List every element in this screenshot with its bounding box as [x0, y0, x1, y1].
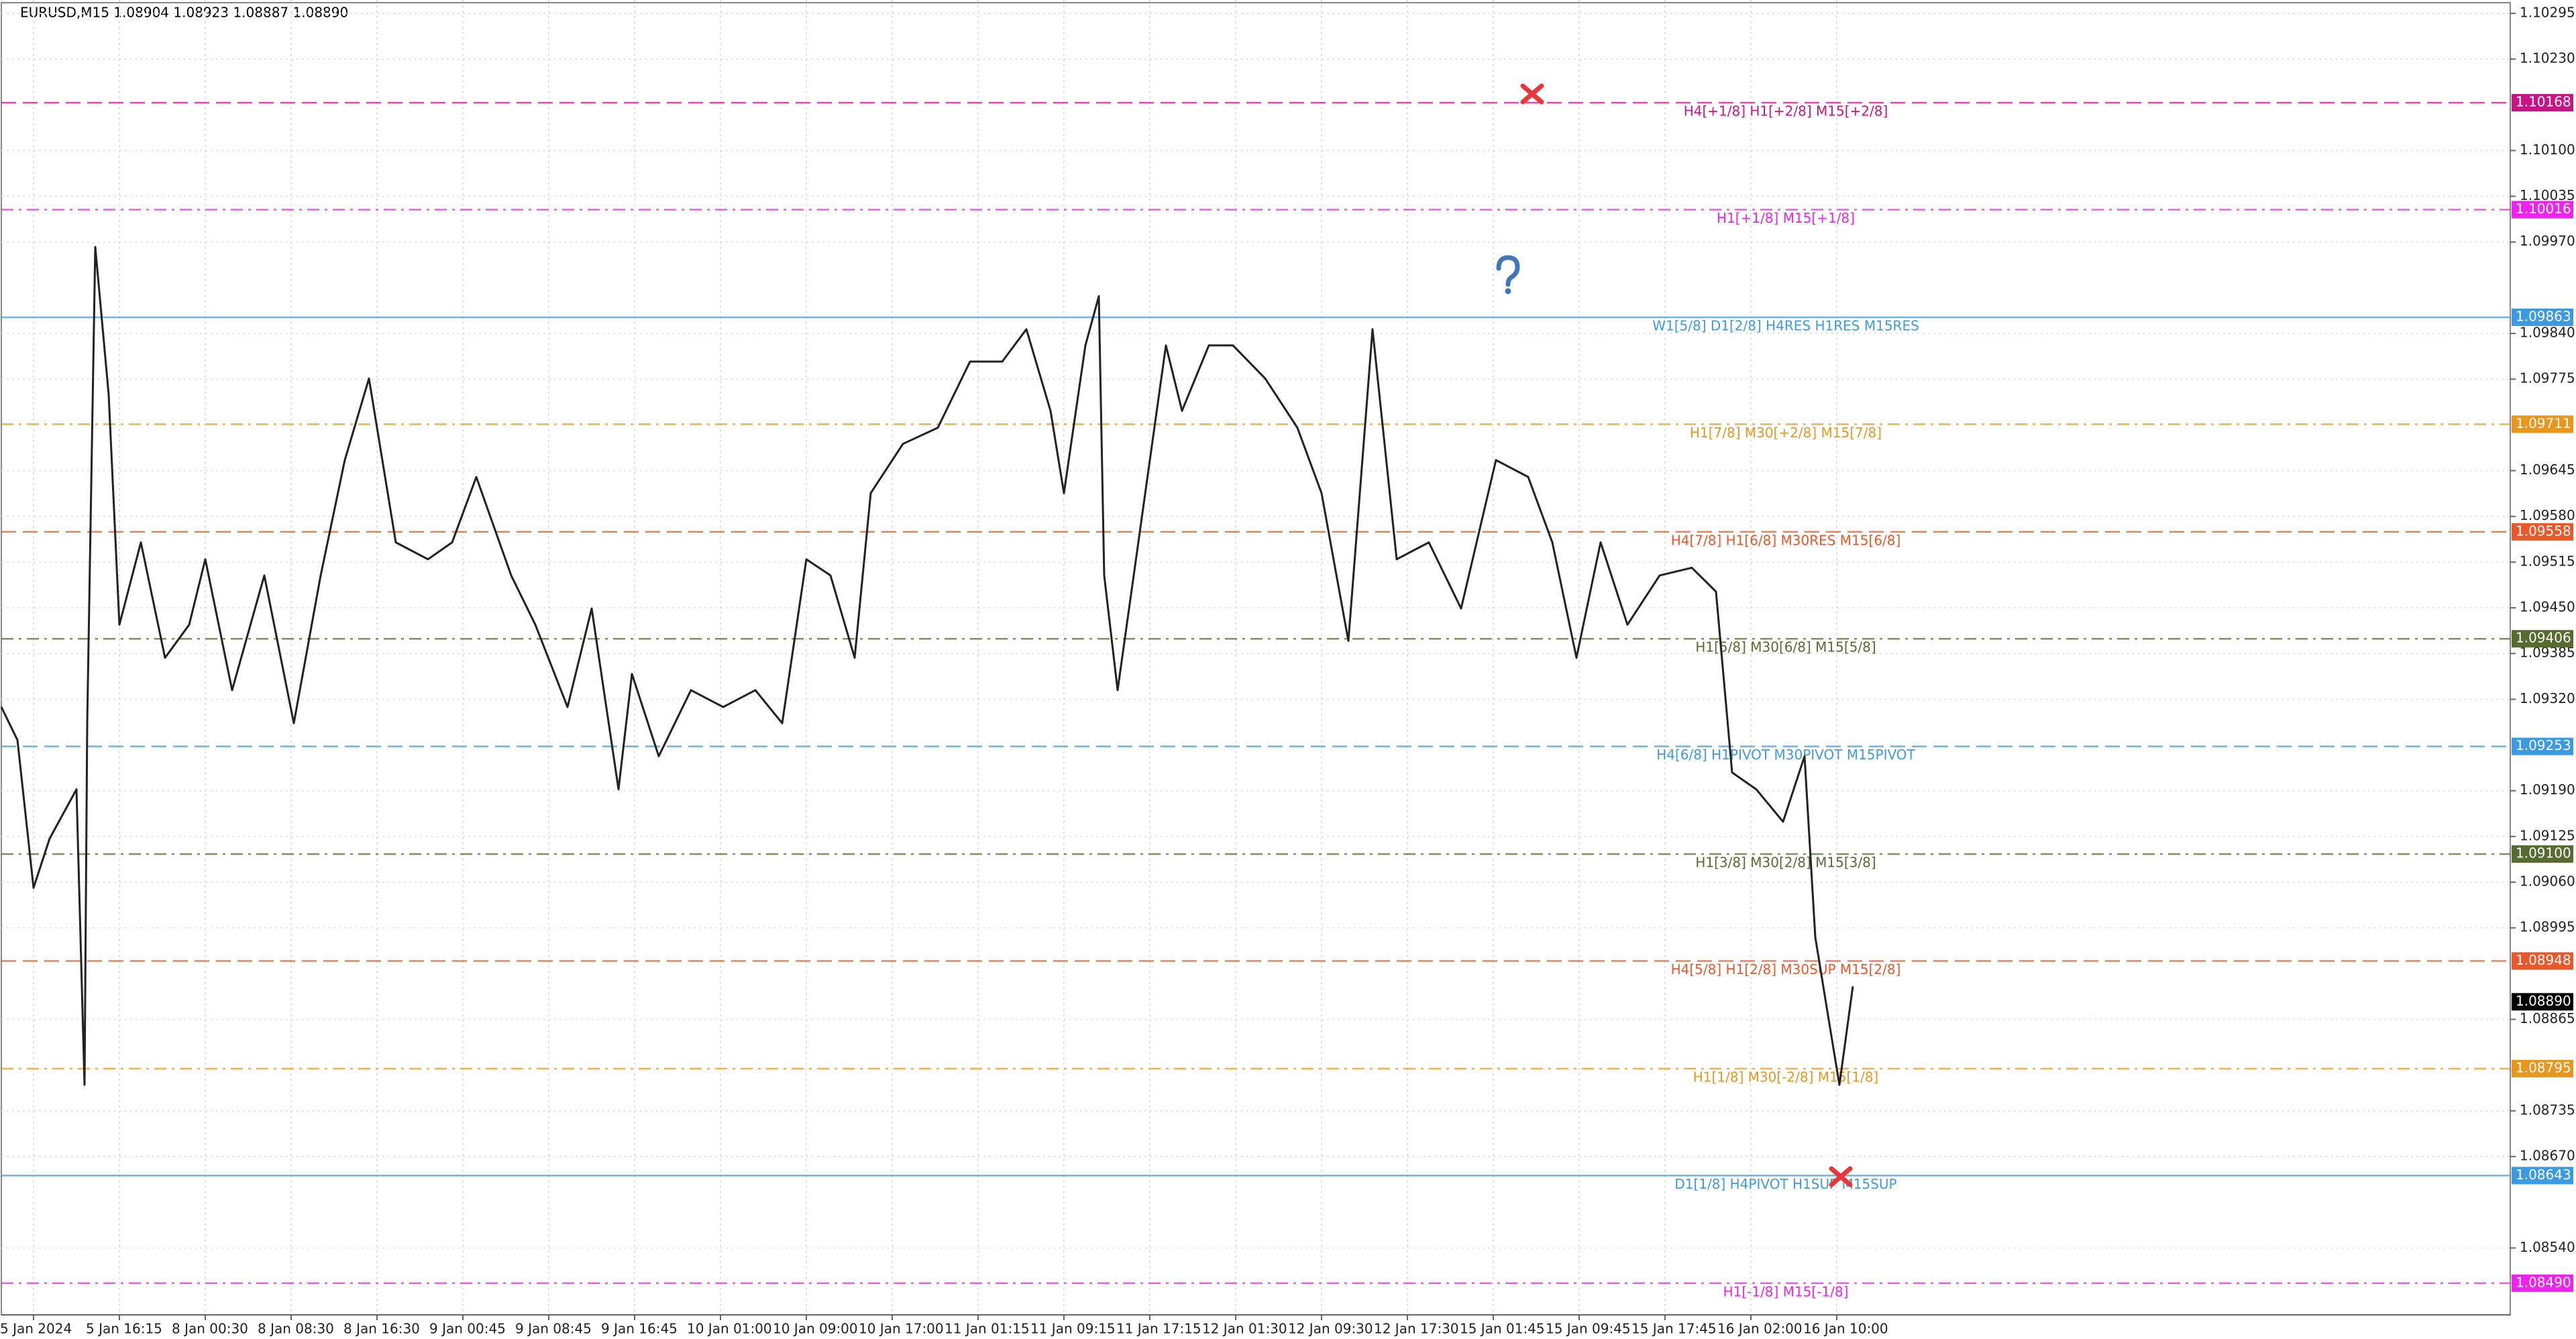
- level-label: H4[+1/8] H1[+2/8] M15[+2/8]: [1684, 103, 1888, 119]
- level-price-box: [2512, 630, 2573, 648]
- level-label: H1[+1/8] M15[+1/8]: [1717, 210, 1855, 226]
- level-label: H1[1/8] M30[-2/8] M15[1/8]: [1693, 1069, 1878, 1085]
- cross-marker: [1520, 83, 1544, 105]
- chart-markers: [1496, 83, 1853, 1187]
- level-label: H4[5/8] H1[2/8] M30SUP M15[2/8]: [1671, 961, 1901, 977]
- level-label: H1[7/8] M30[+2/8] M15[7/8]: [1690, 425, 1882, 441]
- x-tick-label: 11 Jan 17:15: [1116, 1321, 1201, 1337]
- x-tick-label: 8 Jan 00:30: [172, 1321, 248, 1337]
- y-tick-label: 1.09970: [2520, 233, 2575, 249]
- level-price-box: [2512, 201, 2573, 219]
- grid-layer: [1, 0, 2510, 1315]
- level-price-box: [2512, 1274, 2573, 1292]
- x-tick-label: 16 Jan 02:00: [1717, 1321, 1803, 1337]
- y-tick-label: 1.09645: [2520, 462, 2575, 478]
- level-price-label: 1.08490: [2516, 1274, 2571, 1290]
- level-price-label: 1.10168: [2516, 94, 2571, 110]
- level-price-box: [2512, 523, 2573, 541]
- y-tick-label: 1.09840: [2520, 325, 2575, 341]
- y-tick-label: 1.10230: [2520, 50, 2575, 66]
- level-price-label: 1.08948: [2516, 952, 2571, 968]
- series-layer: [0, 246, 1854, 1086]
- level-price-label: 1.09406: [2516, 630, 2571, 646]
- x-tick-label: 10 Jan 09:00: [773, 1321, 858, 1337]
- level-price-box: [2512, 94, 2573, 112]
- level-label: D1[1/8] H4PIVOT H1SUP M15SUP: [1674, 1176, 1896, 1192]
- level-price-box: [2512, 1167, 2573, 1185]
- levels-layer: H4[+1/8] H1[+2/8] M15[+2/8] H1[+1/8] M15[…: [1, 101, 2510, 1299]
- level-label: H4[7/8] H1[6/8] M30RES M15[6/8]: [1671, 532, 1901, 548]
- level-price-box: [2512, 415, 2573, 433]
- y-tick-label: 1.09515: [2520, 553, 2575, 569]
- x-tick-label: 12 Jan 17:30: [1374, 1321, 1459, 1337]
- level-price-label: 1.09558: [2516, 523, 2571, 539]
- chart-title: EURUSD,M15 1.08904 1.08923 1.08887 1.088…: [20, 5, 348, 21]
- x-tick-label: 12 Jan 01:30: [1202, 1321, 1287, 1337]
- level-price-box: [2512, 737, 2573, 755]
- x-tick-label: 15 Jan 01:45: [1460, 1321, 1545, 1337]
- x-tick-label: 5 Jan 2024: [0, 1321, 72, 1337]
- level-price-label: 1.09711: [2516, 415, 2571, 431]
- x-tick-label: 15 Jan 09:45: [1546, 1321, 1631, 1337]
- x-tick-label: 11 Jan 01:15: [945, 1321, 1030, 1337]
- x-tick-label: 9 Jan 16:45: [601, 1321, 678, 1337]
- y-tick-label: 1.09580: [2520, 507, 2575, 523]
- y-tick-label: 1.08540: [2520, 1239, 2575, 1255]
- level-label: H1[-1/8] M15[-1/8]: [1723, 1283, 1849, 1299]
- price-line: [0, 246, 1854, 1086]
- x-tick-label: 9 Jan 00:45: [429, 1321, 506, 1337]
- question-marker: [1496, 255, 1520, 287]
- axis-layer: 1.10295 1.10230 1.10100 1.10035 1.09970 1.098…: [0, 4, 2575, 1336]
- level-label: H1[3/8] M30[2/8] M15[3/8]: [1695, 855, 1876, 871]
- last-price-label: 1.08890: [2516, 993, 2571, 1009]
- x-tick-label: 16 Jan 10:00: [1803, 1321, 1888, 1337]
- level-price-box: [2512, 845, 2573, 863]
- level-price-box: [2512, 308, 2573, 326]
- last-price-box: [2512, 993, 2573, 1011]
- y-tick-label: 1.09320: [2520, 690, 2575, 706]
- y-tick-label: 1.08735: [2520, 1102, 2575, 1118]
- y-tick-label: 1.09190: [2520, 782, 2575, 798]
- level-price-box: [2512, 952, 2573, 970]
- x-tick-label: 8 Jan 08:30: [258, 1321, 334, 1337]
- y-tick-label: 1.08995: [2520, 919, 2575, 935]
- level-price-label: 1.09253: [2516, 737, 2571, 753]
- level-price-label: 1.09100: [2516, 845, 2571, 861]
- cross-marker: [1829, 1166, 1853, 1187]
- x-tick-label: 10 Jan 17:00: [859, 1321, 944, 1337]
- y-tick-label: 1.08865: [2520, 1010, 2575, 1026]
- level-price-box: [2512, 1059, 2573, 1077]
- y-tick-label: 1.10035: [2520, 187, 2575, 203]
- level-label: W1[5/8] D1[2/8] H4RES H1RES M15RES: [1652, 317, 1919, 333]
- level-price-label: 1.08643: [2516, 1167, 2571, 1183]
- x-tick-label: 9 Jan 08:45: [515, 1321, 592, 1337]
- x-tick-label: 15 Jan 17:45: [1631, 1321, 1717, 1337]
- y-tick-label: 1.09450: [2520, 599, 2575, 615]
- level-price-label: 1.10016: [2516, 201, 2571, 217]
- y-tick-label: 1.09060: [2520, 873, 2575, 890]
- y-tick-label: 1.09775: [2520, 370, 2575, 386]
- x-tick-label: 12 Jan 09:30: [1288, 1321, 1373, 1337]
- y-tick-label: 1.09125: [2520, 827, 2575, 843]
- x-tick-label: 8 Jan 16:30: [343, 1321, 420, 1337]
- level-price-label: 1.08795: [2516, 1059, 2571, 1075]
- x-tick-label: 11 Jan 09:15: [1030, 1321, 1116, 1337]
- y-tick-label: 1.10100: [2520, 142, 2575, 158]
- level-label: H4[6/8] H1PIVOT M30PIVOT M15PIVOT: [1656, 747, 1915, 763]
- x-tick-label: 5 Jan 16:15: [86, 1321, 162, 1337]
- level-price-label: 1.09863: [2516, 308, 2571, 324]
- question-marker-dot: [1505, 288, 1511, 294]
- x-tick-label: 10 Jan 01:00: [687, 1321, 772, 1337]
- y-tick-label: 1.08670: [2520, 1148, 2575, 1164]
- level-label: H1[5/8] M30[6/8] M15[5/8]: [1695, 639, 1876, 655]
- y-tick-label: 1.10295: [2520, 4, 2575, 20]
